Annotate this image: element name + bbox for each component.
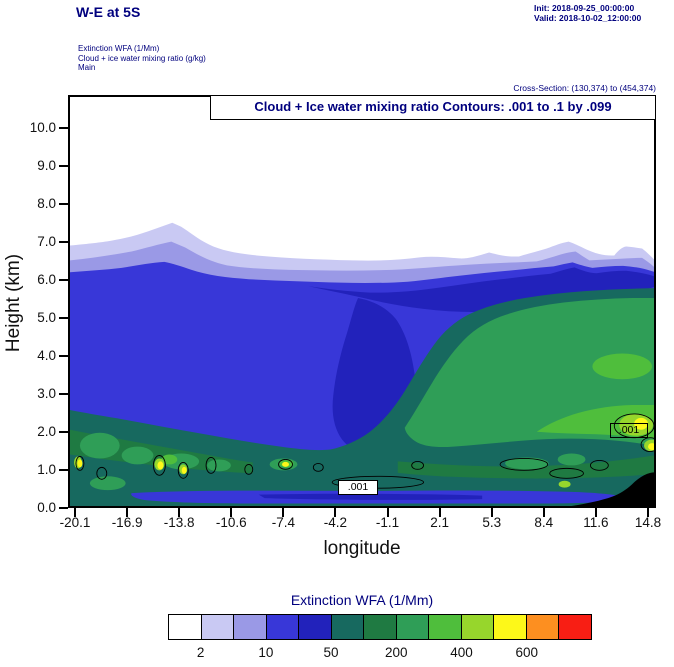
y-tick-label: 9.0: [37, 158, 56, 173]
x-tick-mark: [126, 508, 129, 517]
y-axis-label: Height (km): [3, 253, 24, 353]
y-tick-mark: [59, 317, 68, 319]
y-tick-mark: [59, 393, 68, 395]
x-tick-mark: [334, 508, 337, 517]
colorbar-cell: [396, 615, 430, 639]
y-tick-mark: [59, 127, 68, 129]
init-time: Init: 2018-09-25_00:00:00: [534, 3, 635, 13]
fill-patch-yellow: [648, 443, 654, 451]
field-labels: Extinction WFA (1/Mm) Cloud + ice water …: [78, 44, 206, 73]
colorbar-cell: [266, 615, 300, 639]
y-tick-mark: [59, 355, 68, 357]
page-title: W-E at 5S: [76, 4, 141, 20]
fill-region-bottom-darkblue-strip: [258, 493, 483, 500]
y-tick-label: 2.0: [37, 424, 56, 439]
x-tick-mark: [386, 508, 389, 517]
x-tick-label: 14.8: [634, 515, 662, 530]
colorbar-cell: [331, 615, 365, 639]
y-tick-mark: [59, 203, 68, 205]
contour-info-box: Cloud + Ice water mixing ratio Contours:…: [210, 95, 656, 120]
cross-section-label: Cross-Section: (130,374) to (454,374): [513, 83, 656, 93]
terrain-silhouette: [571, 472, 654, 506]
y-tick-mark: [59, 279, 68, 281]
colorbar-tick-label: 600: [515, 645, 539, 660]
fill-patch-green: [89, 476, 126, 491]
y-tick-label: 0.0: [37, 500, 56, 515]
fill-patch-green: [505, 457, 549, 470]
colorbar-cell: [234, 615, 267, 639]
x-tick-label: -7.4: [271, 515, 295, 530]
y-tick-mark: [59, 241, 68, 243]
x-tick-label: -10.6: [215, 515, 247, 530]
y-tick-mark: [59, 431, 68, 433]
x-tick-mark: [230, 508, 233, 517]
fill-patch-lime: [558, 480, 571, 488]
x-tick-mark: [490, 508, 493, 517]
y-tick-mark: [59, 165, 68, 167]
valid-time: Valid: 2018-10-02_12:00:00: [534, 13, 642, 23]
fill-patch-yellow: [282, 461, 289, 467]
x-tick-label: -13.8: [163, 515, 195, 530]
run-times: Init: 2018-09-25_00:00:00 Valid: 2018-10…: [534, 3, 641, 23]
contour-field: [70, 97, 654, 506]
x-tick-label: -4.2: [323, 515, 348, 530]
colorbar-cell: [526, 615, 560, 639]
x-tick-mark: [594, 508, 597, 517]
x-tick-mark: [646, 508, 649, 517]
y-tick-label: 10.0: [29, 120, 56, 135]
colorbar-tick-label: 2: [196, 645, 205, 660]
colorbar-cell: [559, 615, 591, 639]
x-tick-mark: [542, 508, 545, 517]
x-tick-label: -1.1: [375, 515, 400, 530]
x-tick-label: -16.9: [111, 515, 143, 530]
fill-patch-green: [207, 459, 231, 472]
x-tick-label: 2.1: [430, 515, 450, 530]
x-tick-label: 8.4: [534, 515, 554, 530]
y-tick-mark: [59, 507, 68, 509]
colorbar: [168, 614, 592, 640]
colorbar-cell: [461, 615, 495, 639]
x-tick-mark: [438, 508, 441, 517]
field-label-mixing-ratio: Cloud + ice water mixing ratio (g/kg): [78, 53, 206, 63]
x-tick-mark: [74, 508, 76, 517]
fill-patch-green: [557, 453, 586, 466]
y-tick-label: 8.0: [37, 196, 56, 211]
colorbar-cell: [429, 615, 462, 639]
plot-area: Cloud + Ice water mixing ratio Contours:…: [68, 95, 656, 508]
colorbar-cell: [364, 615, 397, 639]
colorbar-tick-label: 10: [258, 645, 274, 660]
x-tick-mark: [282, 508, 285, 517]
fill-patch-green: [121, 446, 154, 465]
field-label-domain: Main: [78, 63, 96, 72]
y-tick-label: 1.0: [37, 462, 56, 477]
colorbar-cell: [494, 615, 527, 639]
colorbar-tick-label: 200: [385, 645, 408, 660]
fill-patch-yellow: [77, 459, 83, 468]
y-tick-mark: [59, 469, 68, 471]
fill-patch-yellow: [157, 461, 164, 470]
field-label-extinction: Extinction WFA (1/Mm): [78, 44, 160, 53]
fill-patch-yellow: [181, 466, 187, 474]
colorbar-cell: [169, 615, 202, 639]
x-axis-label: longitude: [323, 538, 401, 559]
x-tick-label: 5.3: [482, 515, 502, 530]
colorbar-title: Extinction WFA (1/Mm): [290, 592, 434, 608]
x-tick-label: 11.6: [583, 515, 609, 530]
x-tick-mark: [178, 508, 181, 517]
fill-patch-green: [79, 432, 120, 459]
contour-label-box: .001: [338, 480, 378, 495]
colorbar-tick-label: 400: [450, 645, 473, 660]
contour-label-box: .001: [610, 423, 648, 438]
fill-patch-brightgreen: [592, 353, 653, 380]
colorbar-tick-label: 50: [323, 645, 339, 660]
colorbar-cell: [201, 615, 235, 639]
colorbar-cell: [299, 615, 332, 639]
x-tick-label: -20.1: [59, 515, 91, 530]
